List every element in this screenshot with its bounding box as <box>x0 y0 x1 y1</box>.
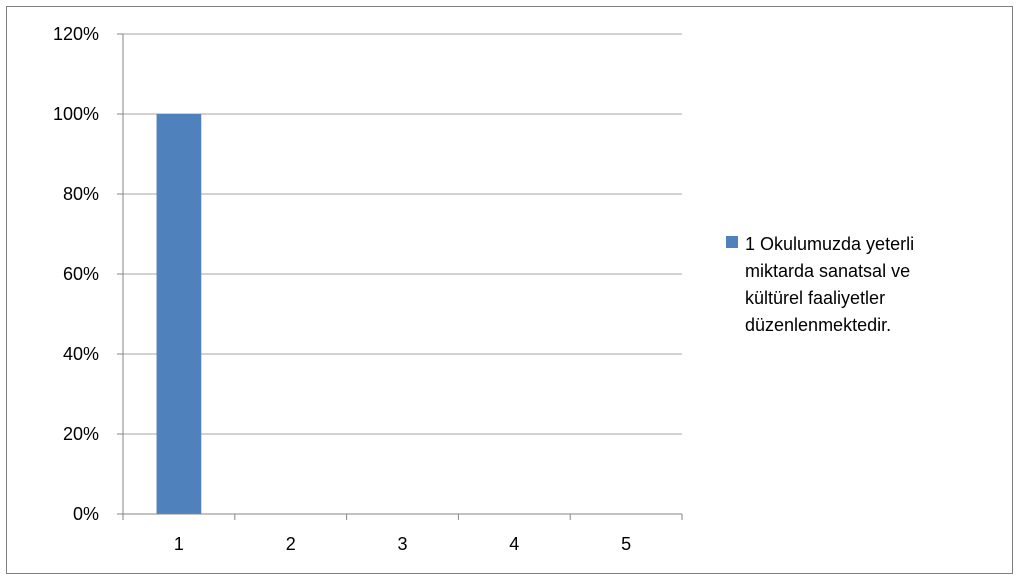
legend-swatch <box>726 236 738 248</box>
x-tick-label: 5 <box>621 534 631 554</box>
y-tick-label: 60% <box>63 264 99 284</box>
axes: 0% 20% 40% 60% 80% 100% 120% 1 2 3 4 5 <box>53 24 683 554</box>
x-tick-label: 3 <box>397 534 407 554</box>
y-tick-label: 20% <box>63 424 99 444</box>
y-tick-label: 120% <box>53 24 99 44</box>
bar <box>156 114 202 514</box>
gridlines <box>123 33 682 435</box>
legend-entry-text: kültürel faaliyetler <box>745 288 885 308</box>
x-tick-label: 2 <box>286 534 296 554</box>
legend-entry-text: 1 Okulumuzda yeterli <box>745 234 914 254</box>
bars <box>156 114 202 514</box>
legend: 1 Okulumuzda yeterli miktarda sanatsal ve… <box>726 234 914 335</box>
legend-entry-text: miktarda sanatsal ve <box>745 261 910 281</box>
legend-entry-text: düzenlenmektedir. <box>745 315 891 335</box>
y-tick-label: 100% <box>53 104 99 124</box>
x-tick-label: 1 <box>174 534 184 554</box>
x-tick-label: 4 <box>509 534 519 554</box>
y-tick-label: 80% <box>63 184 99 204</box>
y-tick-label: 0% <box>73 504 99 524</box>
y-tick-label: 40% <box>63 344 99 364</box>
